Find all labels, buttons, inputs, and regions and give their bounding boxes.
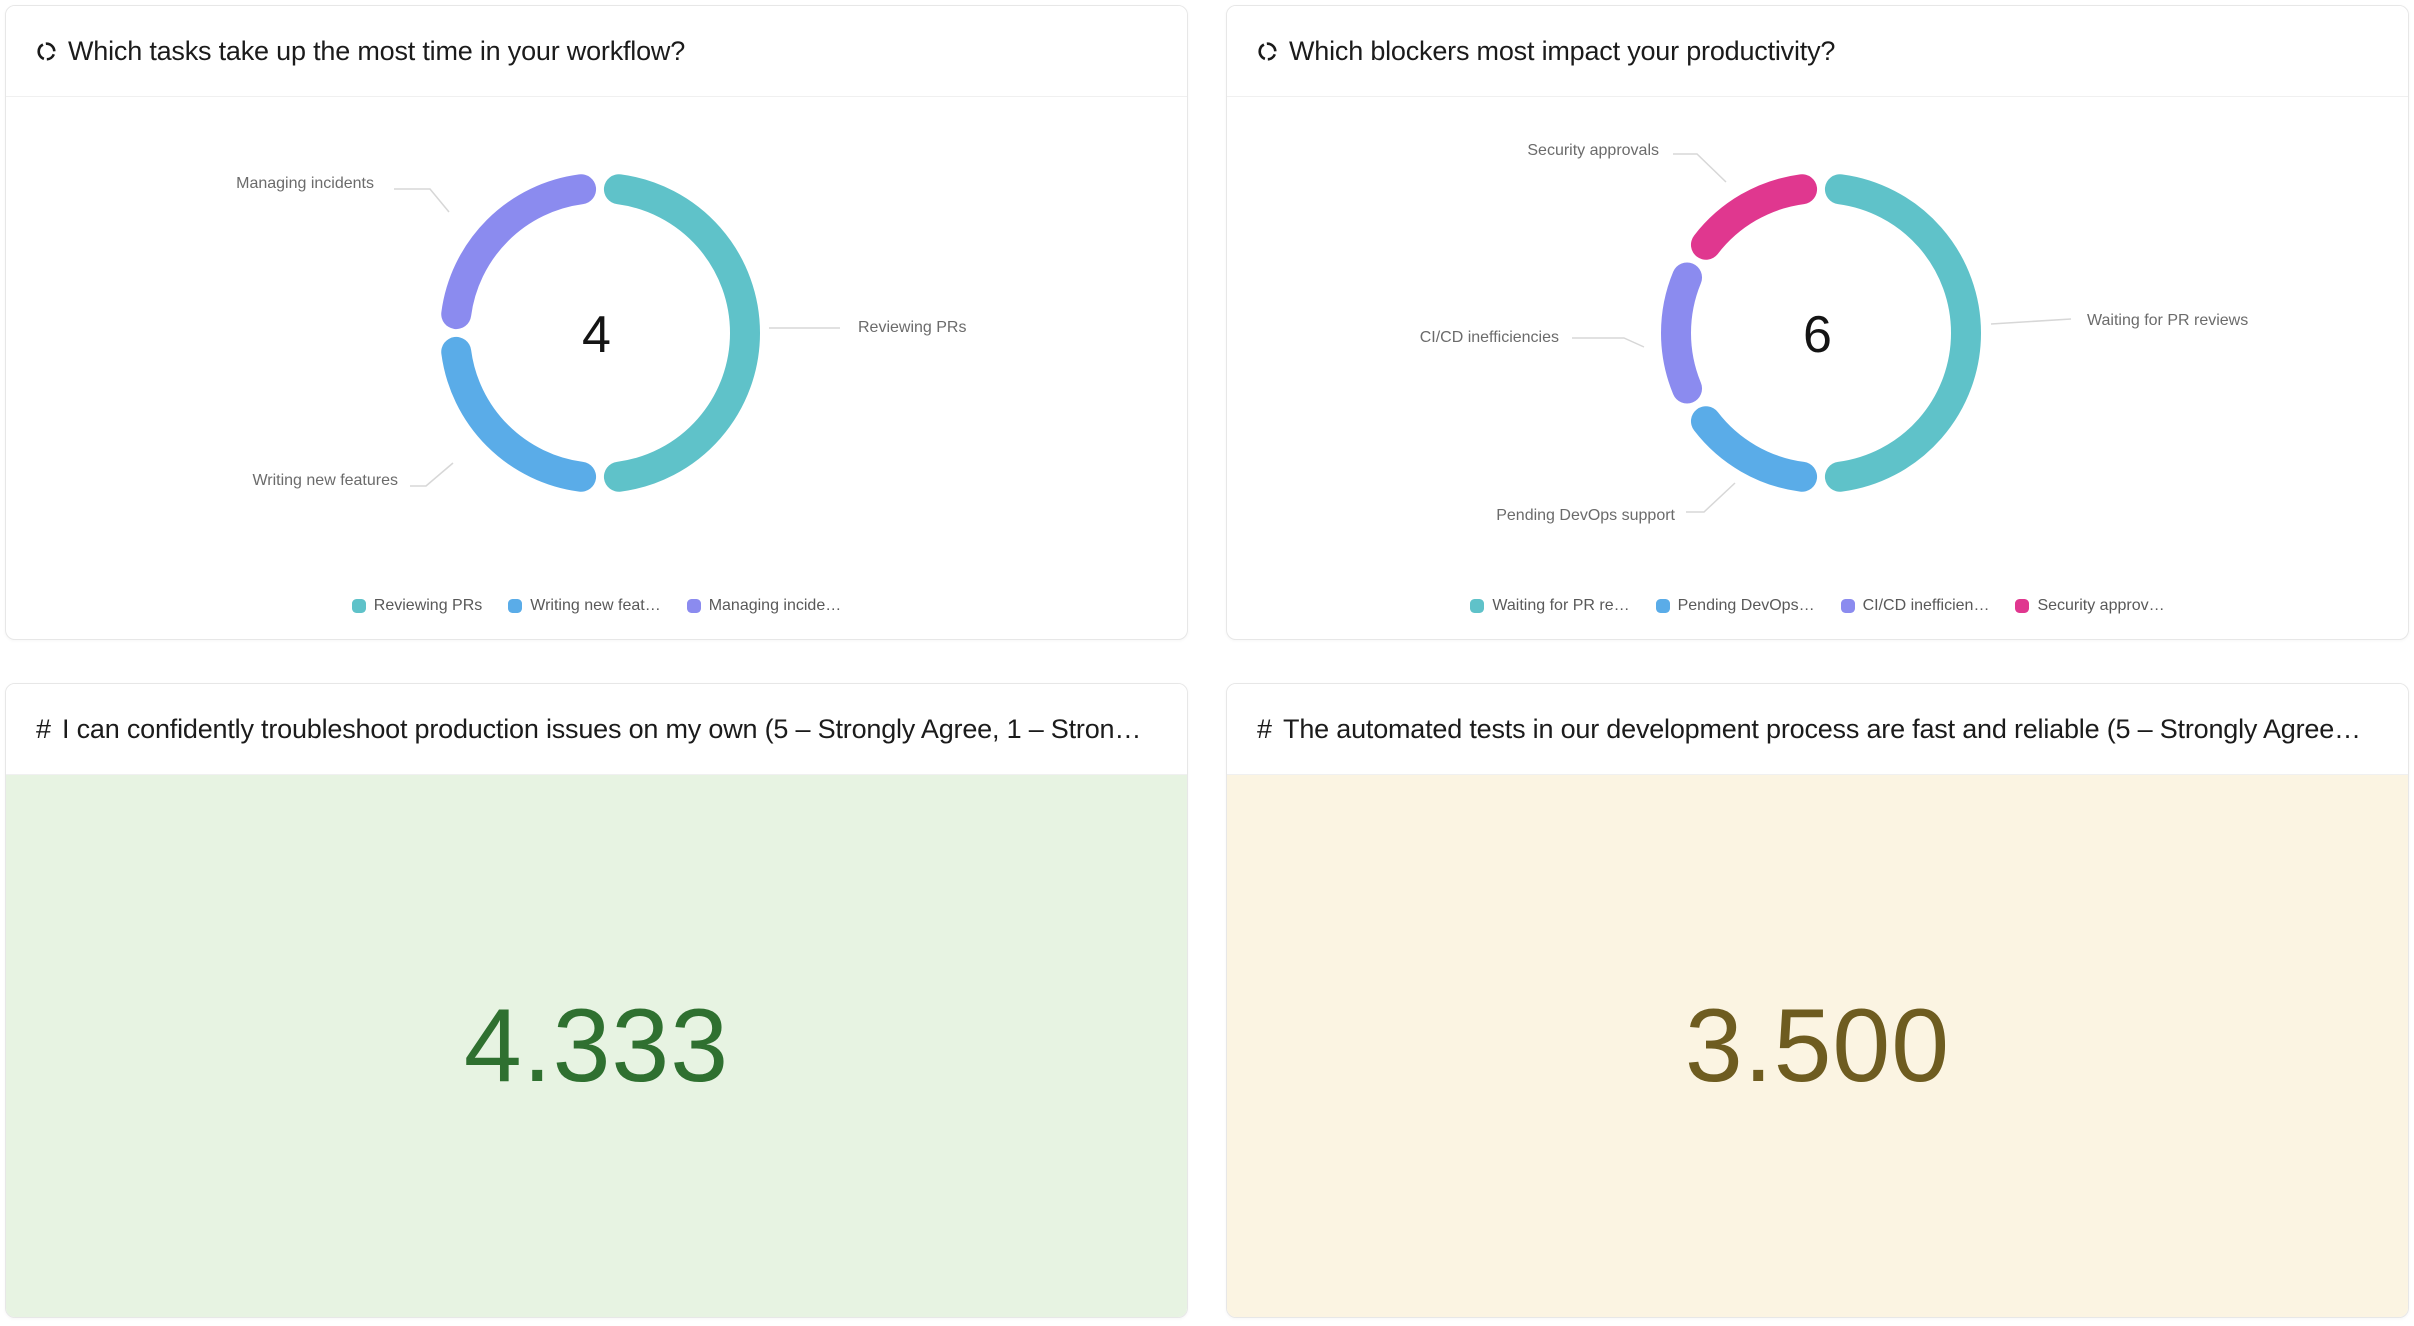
card-title: I can confidently troubleshoot productio… — [62, 713, 1142, 744]
legend-label: Pending DevOps… — [1677, 597, 1815, 614]
donut-slice-label: Security approvals — [1527, 142, 1659, 159]
donut-chart-svg — [394, 174, 840, 492]
donut-slice-label: Reviewing PRs — [858, 319, 967, 336]
average-score-value: 4.333 — [463, 988, 730, 1104]
donut-chart-svg — [1572, 153, 2072, 513]
donut-slice-label: Managing incidents — [236, 175, 374, 192]
legend-item[interactable]: Reviewing PRs — [351, 597, 483, 615]
legend-label: Writing new feat… — [530, 597, 661, 614]
legend-item[interactable]: Managing incide… — [686, 597, 842, 615]
donut-segment[interactable] — [441, 174, 597, 330]
legend-label: Managing incide… — [708, 597, 842, 614]
legend-swatch — [351, 599, 366, 613]
legend-item[interactable]: Writing new feat… — [508, 597, 661, 615]
donut-slice-label: Waiting for PR reviews — [2087, 312, 2249, 329]
donut-segment[interactable] — [1690, 406, 1818, 492]
number-field-icon: # — [36, 713, 52, 744]
leader-line — [1572, 337, 1645, 348]
card-header: Which blockers most impact your producti… — [1227, 6, 2408, 97]
number-card-troubleshoot: # I can confidently troubleshoot product… — [5, 683, 1188, 1318]
donut-center-total: 4 — [582, 306, 611, 364]
donut-slice-label: Writing new features — [252, 472, 398, 489]
number-area: 4.333 — [6, 775, 1187, 1317]
donut-slice-label: Pending DevOps support — [1496, 507, 1675, 524]
legend-swatch — [1840, 599, 1855, 613]
donut-chart-icon — [1258, 41, 1277, 61]
leader-line — [1990, 318, 2072, 325]
number-area: 3.500 — [1227, 775, 2408, 1317]
chart-card-productivity-blockers: Which blockers most impact your producti… — [1226, 5, 2409, 640]
leader-line — [1686, 482, 1736, 513]
legend-swatch — [1655, 599, 1670, 613]
legend-label: Security approv… — [2037, 597, 2165, 614]
donut-chart-icon — [37, 41, 56, 61]
legend-swatch — [686, 599, 701, 613]
legend-item[interactable]: Security approv… — [2015, 597, 2165, 615]
leader-line — [410, 462, 454, 487]
legend-item[interactable]: CI/CD inefficien… — [1840, 597, 1990, 615]
legend-label: Waiting for PR re… — [1492, 597, 1630, 614]
donut-segment[interactable] — [1824, 174, 1981, 492]
average-score-value: 3.500 — [1684, 988, 1951, 1104]
chart-legend: Reviewing PRs Writing new feat… Managing i… — [6, 581, 1187, 639]
donut-segment[interactable] — [603, 174, 760, 492]
card-title: Which tasks take up the most time in you… — [68, 35, 686, 66]
chart-legend: Waiting for PR re… Pending DevOps… CI/CD i… — [1227, 581, 2408, 639]
legend-label: CI/CD inefficien… — [1862, 597, 1990, 614]
leader-line — [394, 188, 450, 213]
card-header: # I can confidently troubleshoot product… — [6, 684, 1187, 775]
chart-card-workflow-tasks: Which tasks take up the most time in you… — [5, 5, 1188, 640]
card-header: # The automated tests in our development… — [1227, 684, 2408, 775]
legend-item[interactable]: Pending DevOps… — [1655, 597, 1815, 615]
card-title: The automated tests in our development p… — [1283, 713, 2361, 744]
leader-line — [1673, 153, 1727, 183]
donut-chart-area: Security approvals CI/CD inefficiencies … — [1227, 97, 2408, 581]
card-header: Which tasks take up the most time in you… — [6, 6, 1187, 97]
number-field-icon: # — [1257, 713, 1273, 744]
legend-item[interactable]: Waiting for PR re… — [1470, 597, 1630, 615]
donut-segment[interactable] — [441, 336, 597, 492]
donut-center-total: 6 — [1803, 306, 1832, 364]
legend-swatch — [2015, 599, 2030, 613]
donut-segment[interactable] — [1690, 174, 1818, 260]
legend-swatch — [1470, 599, 1485, 613]
donut-chart-area: Managing incidents Reviewing PRs Writing… — [6, 97, 1187, 581]
donut-slice-label: CI/CD inefficiencies — [1419, 329, 1559, 346]
number-card-automated-tests: # The automated tests in our development… — [1226, 683, 2409, 1318]
card-title: Which blockers most impact your producti… — [1289, 35, 1836, 66]
legend-label: Reviewing PRs — [373, 597, 483, 614]
legend-swatch — [508, 599, 523, 613]
donut-segment[interactable] — [1661, 262, 1703, 404]
